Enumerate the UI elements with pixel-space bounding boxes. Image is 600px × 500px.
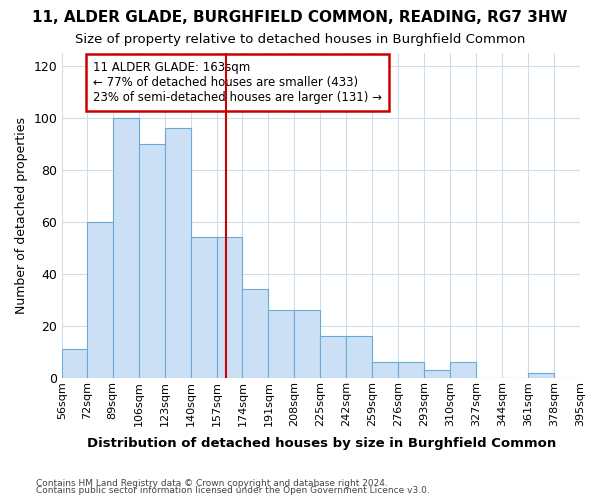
Bar xyxy=(528,373,554,378)
Bar xyxy=(424,370,450,378)
Bar xyxy=(217,238,242,378)
Bar xyxy=(139,144,164,378)
Text: 11 ALDER GLADE: 163sqm
← 77% of detached houses are smaller (433)
23% of semi-de: 11 ALDER GLADE: 163sqm ← 77% of detached… xyxy=(94,60,382,104)
Text: Size of property relative to detached houses in Burghfield Common: Size of property relative to detached ho… xyxy=(75,32,525,46)
Y-axis label: Number of detached properties: Number of detached properties xyxy=(15,116,28,314)
Bar xyxy=(373,362,398,378)
X-axis label: Distribution of detached houses by size in Burghfield Common: Distribution of detached houses by size … xyxy=(86,437,556,450)
Bar xyxy=(295,310,320,378)
Bar xyxy=(164,128,191,378)
Text: 11, ALDER GLADE, BURGHFIELD COMMON, READING, RG7 3HW: 11, ALDER GLADE, BURGHFIELD COMMON, READ… xyxy=(32,10,568,25)
Bar xyxy=(346,336,373,378)
Bar xyxy=(320,336,346,378)
Bar xyxy=(113,118,139,378)
Bar xyxy=(398,362,424,378)
Bar xyxy=(191,238,217,378)
Bar xyxy=(268,310,295,378)
Text: Contains public sector information licensed under the Open Government Licence v3: Contains public sector information licen… xyxy=(36,486,430,495)
Bar xyxy=(62,350,87,378)
Text: Contains HM Land Registry data © Crown copyright and database right 2024.: Contains HM Land Registry data © Crown c… xyxy=(36,478,388,488)
Bar xyxy=(450,362,476,378)
Bar xyxy=(242,290,268,378)
Bar xyxy=(87,222,113,378)
